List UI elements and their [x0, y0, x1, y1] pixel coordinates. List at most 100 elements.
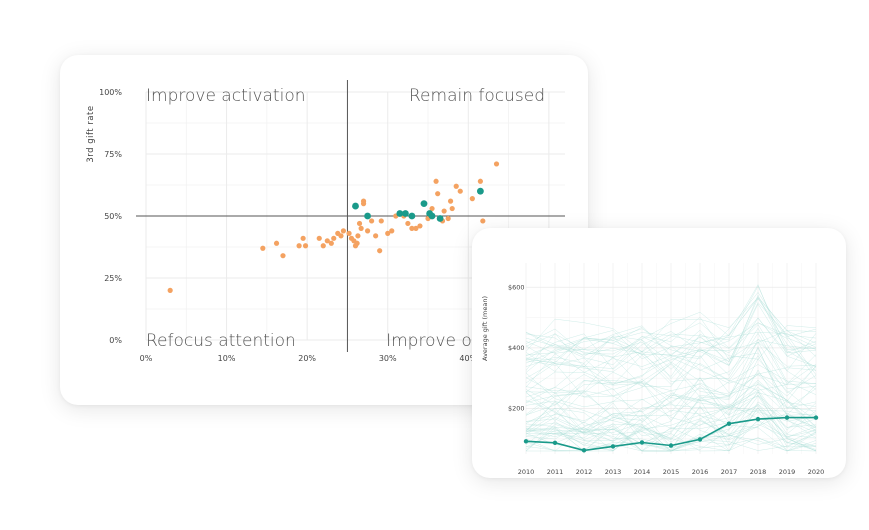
scatter-y-tick-label: 50% [104, 212, 122, 221]
scatter-point-orange [413, 225, 419, 231]
scatter-point-orange [405, 220, 411, 227]
scatter-point-orange [480, 218, 486, 224]
scatter-point-orange [433, 178, 439, 184]
line-background-series-line [525, 345, 817, 385]
scatter-point-orange [356, 220, 363, 227]
scatter-point-teal [352, 202, 359, 210]
scatter-point-orange [354, 240, 360, 246]
scatter-point-orange [355, 233, 361, 239]
line-y-axis-label: Average gift (mean) [481, 296, 489, 361]
line-background-series-line [525, 399, 817, 446]
scatter-point-teal [436, 215, 444, 222]
scatter-point-orange [453, 183, 459, 189]
line-x-tick-label: 2012 [576, 468, 593, 476]
line-background-series-line [525, 386, 817, 439]
scatter-point-teal [402, 210, 409, 217]
scatter-point-orange [320, 243, 326, 249]
scatter-y-tick-label: 75% [104, 150, 122, 159]
scatter-point-teal [476, 187, 484, 195]
line-background-series-line [525, 407, 817, 452]
scatter-y-tick-label: 0% [109, 336, 122, 345]
scatter-point-orange [260, 245, 266, 251]
line-background-series-line [525, 345, 817, 416]
line-background-series-line [525, 420, 817, 452]
line-background-series-line [525, 425, 817, 452]
line-x-tick-label: 2017 [721, 468, 738, 476]
scatter-point-orange [447, 198, 454, 204]
quadrant-label-bottom-left: Refocus attention [146, 331, 296, 351]
line-x-tick-label: 2018 [750, 468, 767, 476]
line-background-series-line [525, 302, 817, 363]
line-background-series-line [525, 322, 817, 380]
scatter-chart: 0% 10% 20% 30% 40% 0% 25% 50% 75% 100%3rd gift ra… [86, 80, 565, 363]
line-y-tick-label: $600 [508, 283, 525, 291]
line-highlight-point [523, 439, 529, 444]
scatter-point-orange [331, 235, 337, 241]
scatter-point-orange [469, 196, 475, 202]
line-background-series-line [525, 363, 817, 403]
line-x-tick-label: 2014 [634, 468, 651, 476]
scatter-point-orange [338, 233, 344, 239]
line-x-tick-label: 2015 [663, 468, 680, 476]
line-highlight-point [639, 440, 645, 445]
scatter-point-orange [346, 230, 352, 236]
scatter-x-tick-label: 0% [140, 354, 153, 363]
scatter-point-orange [441, 208, 447, 214]
scatter-point-orange [389, 228, 395, 234]
line-x-tick-label: 2010 [518, 468, 535, 476]
line-highlight-point [784, 415, 790, 420]
scatter-y-tick-label: 25% [104, 274, 122, 283]
scatter-point-orange [296, 243, 302, 249]
scatter-point-orange [273, 240, 280, 246]
line-background-series-line [525, 317, 817, 355]
line-background-series-line [525, 355, 817, 426]
line-background-series-line [525, 352, 817, 394]
line-highlight-point [755, 416, 761, 422]
line-background-series-line [525, 284, 817, 373]
scatter-point-orange [477, 178, 483, 184]
quadrant-label-bottom-right: Improve one [386, 331, 493, 351]
line-background-series-line [525, 362, 817, 403]
line-chart: $200 $400 $600 2010 2011 2012 2013 2014 2015 2016… [481, 263, 824, 476]
line-background-series-line [525, 332, 817, 385]
scatter-point-orange [167, 287, 173, 293]
line-background-series-line [525, 379, 817, 422]
scatter-point-teal [420, 200, 428, 208]
scatter-point-orange [369, 218, 375, 224]
line-background-series-line [525, 294, 817, 366]
line-background-series-line [525, 405, 817, 451]
scatter-point-orange [409, 225, 415, 231]
line-background-series-line [525, 369, 817, 428]
line-background-series-line [525, 322, 817, 375]
scatter-point-orange [302, 243, 309, 249]
scatter-point-orange [300, 235, 306, 241]
scatter-point-orange [457, 188, 463, 194]
line-background-series-line [525, 395, 817, 432]
line-background-series-line [525, 347, 817, 417]
line-y-tick-label: $200 [508, 405, 525, 413]
line-highlight-point [668, 443, 674, 448]
scatter-point-orange [360, 198, 367, 204]
line-y-tick-label: $400 [508, 344, 525, 352]
line-card: $200 $400 $600 2010 2011 2012 2013 2014 2015 2016… [472, 228, 846, 478]
scatter-point-orange [373, 233, 379, 239]
line-x-tick-label: 2013 [605, 468, 622, 476]
scatter-point-orange [449, 205, 455, 212]
scatter-point-orange [445, 215, 451, 222]
scatter-point-orange [340, 228, 347, 234]
line-highlight-point [697, 437, 703, 442]
scatter-point-orange [417, 223, 423, 229]
scatter-point-teal [428, 212, 436, 220]
scatter-x-tick-label: 30% [379, 354, 397, 363]
scatter-point-orange [429, 205, 435, 212]
scatter-point-orange [324, 238, 330, 244]
line-background-series-line [525, 325, 817, 364]
scatter-point-orange [493, 161, 500, 167]
line-background-series-line [525, 327, 817, 395]
scatter-point-orange [358, 225, 364, 231]
scatter-x-tick-label: 10% [218, 354, 236, 363]
line-background-series-line [525, 298, 817, 365]
line-highlight-point [552, 440, 558, 445]
scatter-point-orange [435, 191, 441, 197]
line-background-series-line [525, 316, 817, 360]
